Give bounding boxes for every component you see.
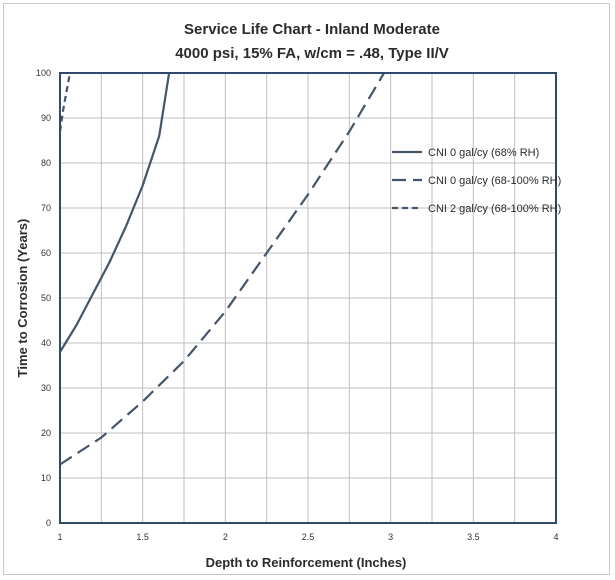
y-tick-label: 90 — [41, 113, 51, 123]
legend-label-2: CNI 0 gal/cy (68-100% RH) — [428, 175, 561, 187]
x-tick-label: 1.5 — [136, 532, 149, 542]
y-tick-label: 100 — [36, 68, 51, 78]
y-tick-label: 50 — [41, 293, 51, 303]
chart-subtitle: 4000 psi, 15% FA, w/cm = .48, Type II/V — [175, 45, 449, 62]
y-axis-label: Time to Corrosion (Years) — [15, 219, 30, 378]
plot-area-border — [59, 72, 557, 524]
series-line-2 — [59, 72, 385, 466]
chart-title: Service Life Chart - Inland Moderate — [184, 21, 440, 38]
y-tick-label: 70 — [41, 203, 51, 213]
x-axis-label: Depth to Reinforcement (Inches) — [206, 555, 407, 570]
series-line-1 — [59, 72, 171, 353]
x-tick-label: 1 — [57, 532, 62, 542]
series-line-3 — [58, 72, 72, 132]
legend-label-3: CNI 2 gal/cy (68-100% RH) — [428, 203, 561, 215]
y-tick-label: 0 — [46, 518, 51, 528]
y-tick-label: 20 — [41, 428, 51, 438]
grid-lines — [59, 72, 557, 524]
chart-frame — [3, 3, 610, 575]
x-tick-label: 3.5 — [467, 532, 480, 542]
x-tick-label: 3 — [388, 532, 393, 542]
y-tick-label: 80 — [41, 158, 51, 168]
series-lines — [58, 72, 385, 466]
x-tick-label: 2.5 — [302, 532, 315, 542]
y-tick-label: 30 — [41, 383, 51, 393]
legend: CNI 0 gal/cy (68% RH) CNI 0 gal/cy (68-10… — [392, 147, 561, 215]
x-tick-label: 2 — [223, 532, 228, 542]
y-tick-label: 40 — [41, 338, 51, 348]
y-tick-label: 60 — [41, 248, 51, 258]
x-tick-label: 4 — [553, 532, 558, 542]
legend-label-1: CNI 0 gal/cy (68% RH) — [428, 147, 539, 159]
y-tick-label: 10 — [41, 473, 51, 483]
